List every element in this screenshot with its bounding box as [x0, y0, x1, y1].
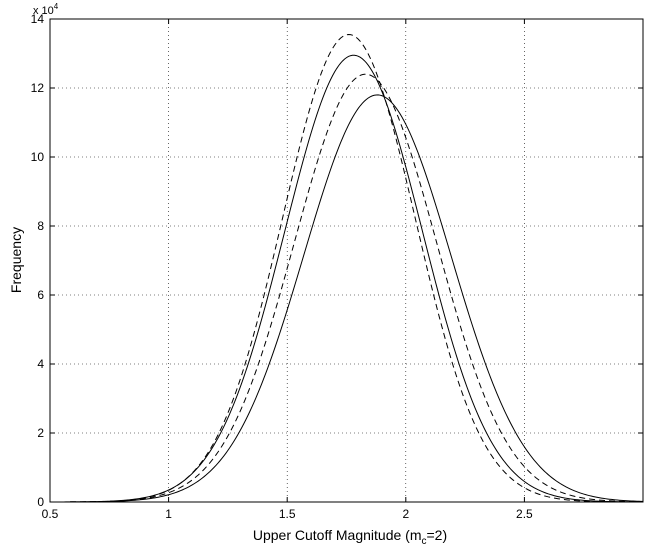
- y-tick-label: 8: [37, 219, 44, 233]
- x-tick-label: 0.5: [42, 507, 59, 521]
- y-tick-label: 14: [31, 12, 45, 26]
- series-line-3: [49, 73, 644, 503]
- series-line-2: [50, 54, 644, 503]
- plot-frame: [49, 18, 644, 503]
- y-tick-label: 12: [31, 81, 45, 95]
- y-axis-label: Frequency: [8, 227, 24, 293]
- y-tick-label: 10: [31, 150, 45, 164]
- x-tick-label: 1.5: [279, 507, 296, 521]
- axis-ticks: 0.5 1 1.5 2 2.5 0 2 4 6 8 10 12 14: [31, 12, 644, 521]
- series-line-1: [50, 34, 643, 503]
- y-multiplier: x 104: [33, 2, 59, 17]
- grid-lines: [50, 19, 643, 502]
- x-tick-label: 2: [402, 507, 409, 521]
- y-tick-label: 2: [37, 426, 44, 440]
- x-axis-label: Upper Cutoff Magnitude (mc=2): [253, 527, 447, 547]
- series-line-4: [50, 94, 644, 503]
- x-tick-label: 1: [165, 507, 172, 521]
- y-tick-label: 0: [37, 495, 44, 509]
- y-tick-label: 6: [37, 288, 44, 302]
- y-tick-label: 4: [37, 357, 44, 371]
- series-lines: [49, 34, 644, 503]
- x-tick-label: 2.5: [516, 507, 533, 521]
